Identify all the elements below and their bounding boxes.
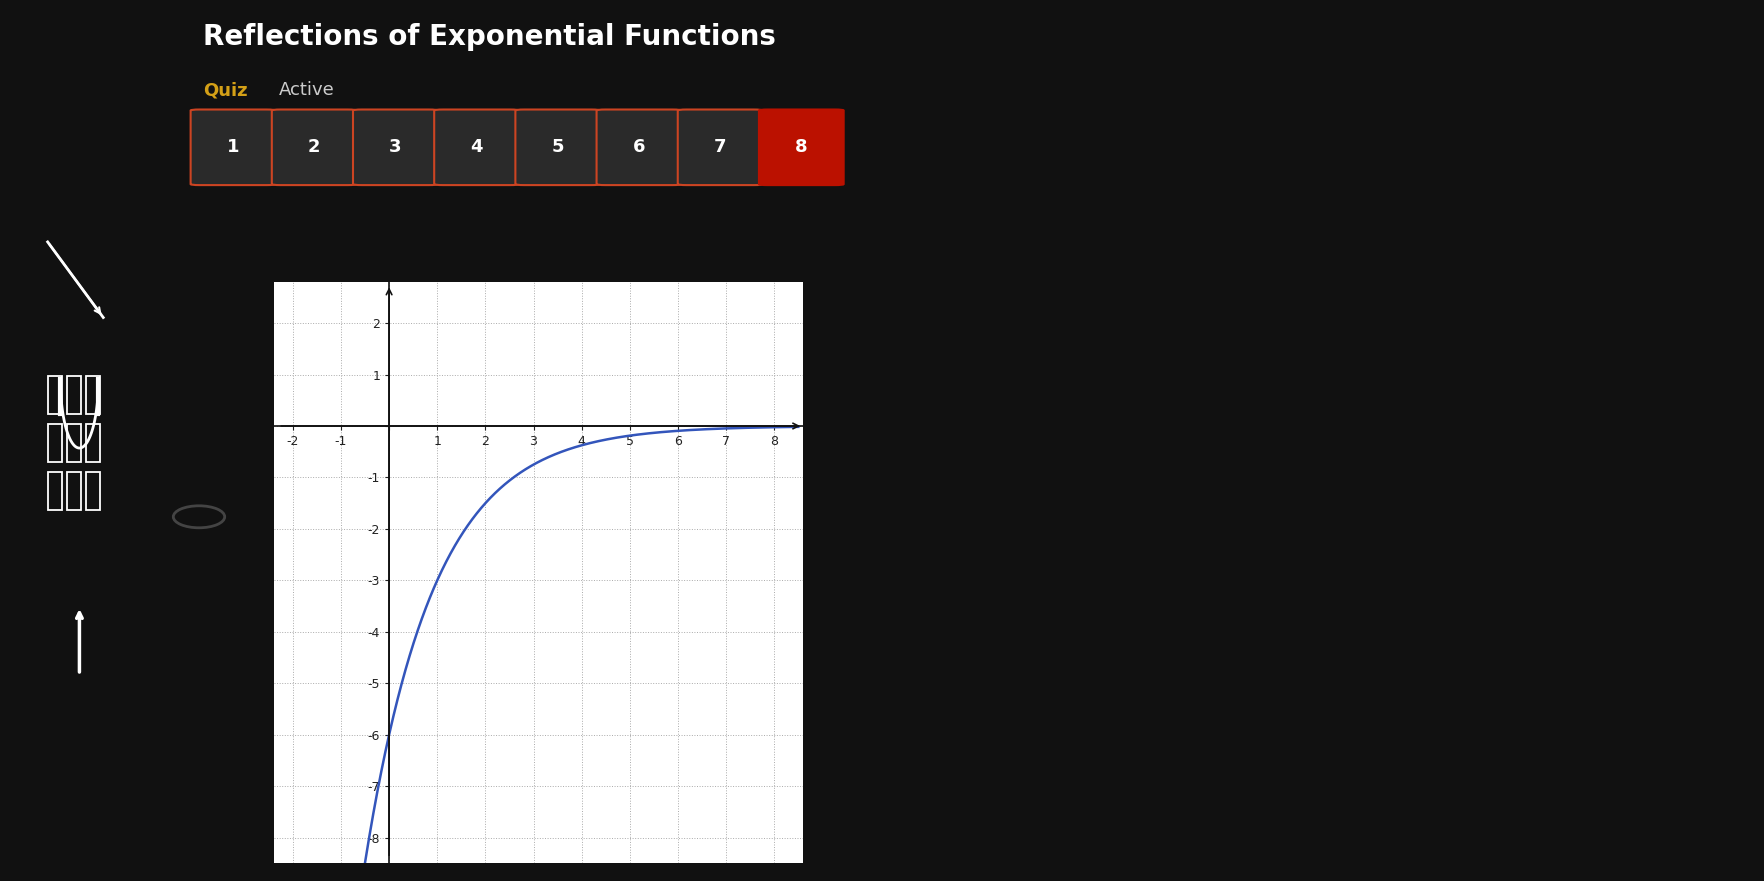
Text: Quiz: Quiz [203,81,247,100]
Text: 4: 4 [469,138,483,156]
Text: 1: 1 [226,138,240,156]
Text: 3: 3 [388,138,402,156]
Text: 7: 7 [713,138,727,156]
Text: 5: 5 [550,138,564,156]
Bar [86,376,101,414]
Text: x: x [804,416,813,431]
FancyBboxPatch shape [353,109,437,185]
Text: 2: 2 [307,138,321,156]
FancyBboxPatch shape [515,109,600,185]
Bar [48,424,62,462]
Text: y: y [390,267,399,282]
FancyBboxPatch shape [434,109,519,185]
Bar [67,472,81,510]
Bar [67,376,81,414]
Bar [86,424,101,462]
Text: 8: 8 [794,138,808,156]
Text: Which graph represents a reflection of f(x) = 6(0.5)ˣ across the x-axis?: Which graph represents a reflection of f… [222,221,863,240]
Text: Active: Active [279,81,335,100]
FancyBboxPatch shape [759,109,843,185]
Text: 6: 6 [632,138,646,156]
Bar [86,472,101,510]
FancyBboxPatch shape [191,109,275,185]
FancyBboxPatch shape [677,109,762,185]
FancyBboxPatch shape [596,109,681,185]
FancyBboxPatch shape [272,109,356,185]
Text: Reflections of Exponential Functions: Reflections of Exponential Functions [203,23,776,51]
Bar [48,472,62,510]
Bar [48,376,62,414]
Bar [67,424,81,462]
